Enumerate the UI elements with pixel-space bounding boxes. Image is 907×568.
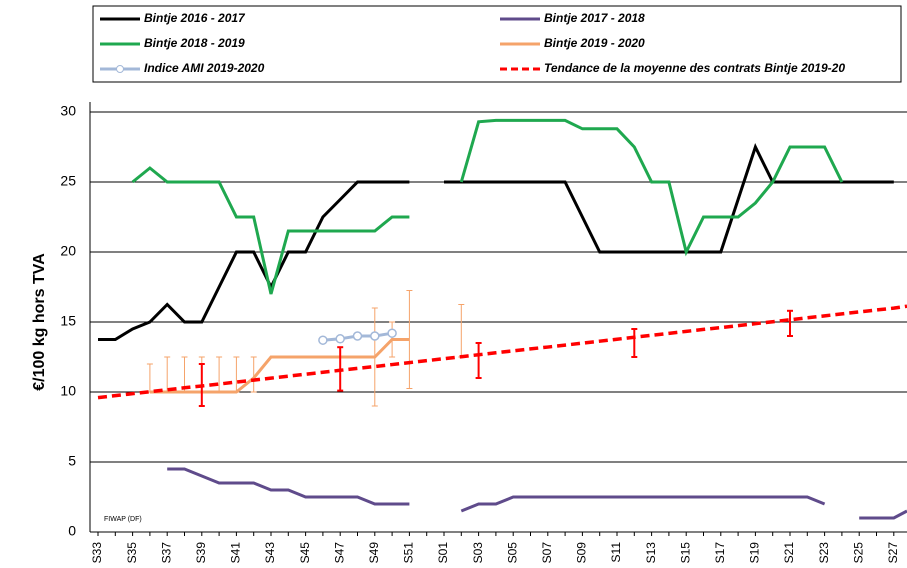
series-line bbox=[98, 180, 410, 341]
series-line bbox=[167, 467, 410, 506]
y-axis-label: €/100 kg hors TVA bbox=[31, 253, 48, 391]
legend-label: Bintje 2018 - 2019 bbox=[144, 36, 245, 50]
x-tick-label: S09 bbox=[575, 542, 589, 564]
y-tick-label: 15 bbox=[60, 313, 76, 329]
x-tick-label: S25 bbox=[851, 542, 865, 564]
x-tick-label: S17 bbox=[713, 542, 727, 564]
series-line bbox=[131, 166, 410, 295]
series-line bbox=[149, 338, 410, 394]
series-line bbox=[859, 509, 907, 520]
point bbox=[318, 335, 328, 345]
y-tick-label: 30 bbox=[60, 103, 76, 119]
y-tick-label: 5 bbox=[68, 453, 76, 469]
legend-label: Indice AMI 2019-2020 bbox=[144, 61, 265, 75]
series-line bbox=[459, 118, 844, 257]
x-tick-label: S13 bbox=[644, 542, 658, 564]
x-tick-label: S21 bbox=[782, 542, 796, 564]
x-tick-label: S11 bbox=[609, 542, 623, 563]
x-tick-label: S07 bbox=[540, 542, 554, 564]
x-tick-label: S23 bbox=[817, 542, 831, 564]
point bbox=[352, 331, 363, 341]
legend-label: Bintje 2019 - 2020 bbox=[544, 36, 645, 50]
x-tick-label: S45 bbox=[298, 542, 312, 564]
point bbox=[370, 331, 380, 341]
x-tick-label: S43 bbox=[263, 542, 277, 564]
y-tick-label: 25 bbox=[60, 173, 76, 189]
x-tick-label: S27 bbox=[886, 542, 900, 564]
y-tick-label: 10 bbox=[60, 383, 76, 399]
x-tick-label: S47 bbox=[332, 542, 346, 564]
x-tick-label: S51 bbox=[402, 542, 416, 564]
y-tick-label: 0 bbox=[68, 523, 76, 539]
x-tick-label: S41 bbox=[229, 542, 243, 564]
legend-box bbox=[92, 5, 902, 83]
x-tick-label: S35 bbox=[125, 542, 139, 564]
series-line bbox=[444, 143, 894, 254]
x-tick-label: S15 bbox=[678, 542, 692, 564]
legend-label: Bintje 2017 - 2018 bbox=[544, 11, 645, 25]
series-line bbox=[460, 495, 826, 513]
x-tick-label: S05 bbox=[505, 542, 519, 564]
x-tick-label: S49 bbox=[367, 542, 381, 564]
point bbox=[387, 328, 397, 338]
legend-label: Bintje 2016 - 2017 bbox=[144, 11, 246, 25]
x-tick-label: S33 bbox=[90, 542, 104, 564]
legend-label: Tendance de la moyenne des contrats Bint… bbox=[544, 61, 845, 75]
x-tick-label: S19 bbox=[748, 542, 762, 564]
x-tick-label: S03 bbox=[471, 542, 485, 564]
point bbox=[335, 334, 345, 344]
series-line bbox=[97, 304, 907, 400]
x-tick-label: S37 bbox=[159, 542, 173, 564]
annotation: FIWAP (DF) bbox=[104, 516, 142, 523]
x-tick-label: S01 bbox=[436, 542, 450, 564]
y-tick-label: 20 bbox=[60, 243, 76, 259]
legend-marker bbox=[116, 65, 124, 73]
x-tick-label: S39 bbox=[194, 542, 208, 564]
